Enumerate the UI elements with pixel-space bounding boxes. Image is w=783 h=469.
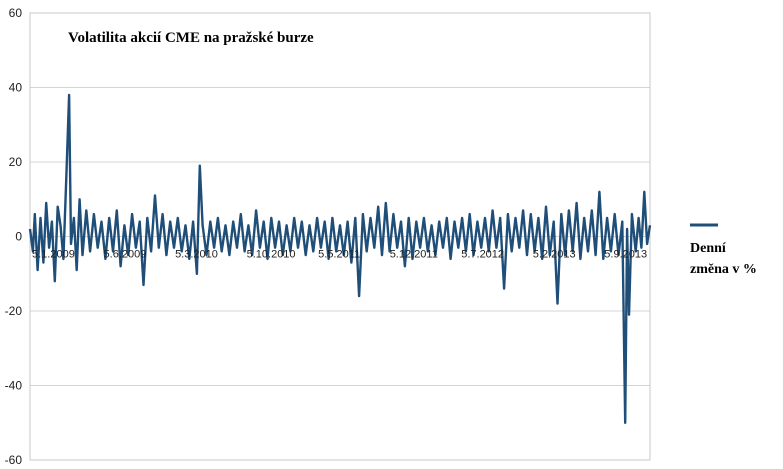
x-axis-ticks: 5.1.2009 5.6.2009 5.3.2010 5.10.2010 5.5.201… [32, 249, 647, 261]
y-tick-label: 0 [15, 230, 22, 244]
x-tick-label: 5.2.2013 [533, 249, 576, 261]
y-tick-label: -60 [5, 453, 23, 467]
y-tick-label: 40 [9, 81, 23, 95]
y-tick-label: 20 [9, 155, 23, 169]
y-axis-ticks: -60 -40 -20 0 20 40 60 [5, 6, 23, 467]
x-tick-label: 5.1.2009 [32, 249, 75, 261]
x-tick-label: 5.12.2011 [390, 249, 438, 261]
legend: Denní změna v % [690, 223, 757, 277]
x-tick-label: 5.3.2010 [175, 249, 218, 261]
chart-title: Volatilita akcií CME na pražské burze [68, 30, 314, 46]
legend-label-line2: změna v % [690, 262, 757, 277]
x-tick-label: 5.7.2012 [461, 249, 504, 261]
x-tick-label: 5.9.2013 [604, 249, 647, 261]
y-tick-label: -40 [5, 379, 23, 393]
legend-label-line1: Denní [690, 241, 727, 256]
x-tick-label: 5.6.2009 [104, 249, 147, 261]
x-tick-label: 5.5.2011 [318, 249, 360, 261]
y-tick-label: -20 [5, 304, 23, 318]
x-tick-label: 5.10.2010 [247, 249, 296, 261]
series-line-denni-zmena [28, 93, 652, 424]
y-tick-label: 60 [9, 6, 23, 20]
